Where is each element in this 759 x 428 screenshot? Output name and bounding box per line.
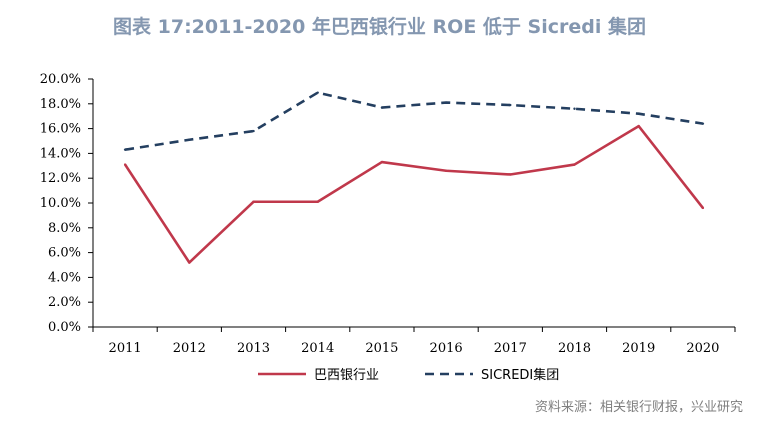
x-tick-label: 2011 [109,341,142,356]
series-line-2 [124,91,704,151]
x-tick-label: 2018 [558,341,591,356]
y-axis: 0.0% 2.0% 4.0% 6.0% 8.0% 10.0% 12.0% 14.0% 16.0%… [40,72,94,335]
data-point [316,91,319,94]
data-point [252,200,255,203]
y-tick-label: 18.0% [40,97,81,112]
legend-label-2: SICREDI集团 [481,367,559,383]
data-point [701,206,705,210]
data-point [637,112,640,115]
data-point [573,163,576,166]
y-tick-label: 10.0% [40,196,81,211]
x-tick-label: 2020 [686,341,719,356]
data-point [188,261,191,264]
y-tick-label: 8.0% [48,221,81,236]
data-point [637,124,640,128]
y-tick-label: 12.0% [40,171,81,186]
source-note: 资料来源：相关银行财报，兴业研究 [534,400,743,415]
data-point [380,160,384,164]
data-point [252,129,255,133]
x-tick-label: 2013 [237,341,270,356]
x-tick-label: 2012 [173,341,206,356]
y-tick-label: 2.0% [48,295,81,310]
x-tick-label: 2019 [622,341,655,356]
data-point [509,173,512,176]
legend: 巴西银行业 SICREDI集团 [258,367,559,383]
data-point [444,169,448,172]
data-point [123,148,127,151]
chart-title: 图表 17:2011-2020 年巴西银行业 ROE 低于 Sicredi 集团 [113,16,646,38]
x-axis: 2011 2012 2013 2014 2015 2016 2017 2018 2019 2020 [92,326,736,356]
y-tick-label: 4.0% [48,270,81,285]
x-tick-label: 2014 [301,341,334,356]
y-tick-label: 14.0% [40,146,81,161]
x-tick-label: 2015 [365,341,398,356]
y-tick-label: 16.0% [40,122,81,137]
data-point [701,122,705,125]
y-tick-label: 0.0% [48,320,81,335]
legend-label-1: 巴西银行业 [314,368,379,383]
y-tick-label: 6.0% [48,246,81,261]
data-point [123,163,127,166]
series-group [123,91,705,264]
series-line-1 [124,124,704,264]
data-point [316,200,319,203]
data-point [380,106,384,109]
x-tick-label: 2016 [430,341,463,356]
data-point [188,138,191,141]
data-point [509,103,512,107]
data-point [573,107,576,110]
y-tick-label: 20.0% [40,72,81,87]
data-point [444,101,448,104]
x-tick-label: 2017 [494,341,527,356]
